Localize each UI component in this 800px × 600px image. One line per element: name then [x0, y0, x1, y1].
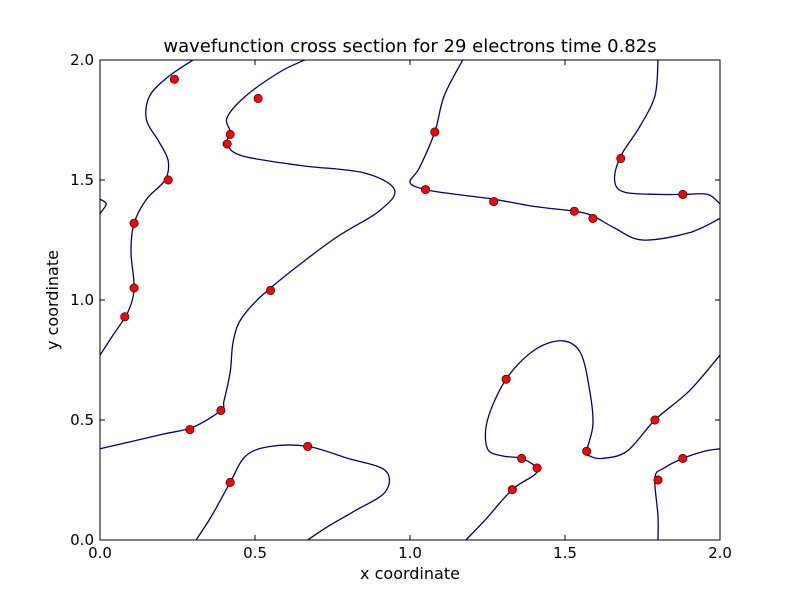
electron-marker-18: [588, 213, 598, 223]
electron-marker-12: [225, 477, 235, 487]
x-tick-label: 2.0: [708, 544, 732, 562]
electron-marker-26: [650, 415, 660, 425]
electron-marker-9: [265, 285, 275, 295]
electron-marker-27: [678, 453, 688, 463]
electron-marker-22: [517, 453, 527, 463]
electron-marker-8: [120, 312, 130, 322]
electron-marker-23: [532, 463, 542, 473]
contour-line-6: [195, 444, 391, 540]
x-tick-label: 0.5: [243, 544, 267, 562]
electron-marker-28: [653, 475, 663, 485]
electron-marker-25: [582, 446, 592, 456]
electron-marker-11: [185, 425, 195, 435]
electron-marker-2: [253, 93, 263, 103]
electron-marker-7: [129, 283, 139, 293]
x-axis-label: x coordinate: [360, 564, 460, 583]
y-axis-ticks: 0.0 0.5 1.0 1.5 2.0: [70, 51, 720, 549]
electron-marker-1: [169, 74, 179, 84]
contour-line-3: [100, 60, 396, 450]
y-tick-label: 2.0: [70, 51, 94, 69]
electron-marker-10: [216, 405, 226, 415]
contour-line-8: [654, 448, 720, 540]
x-tick-label: 1.5: [553, 544, 577, 562]
y-tick-label: 1.0: [70, 291, 94, 309]
y-tick-label: 1.5: [70, 171, 94, 189]
electron-marker-16: [489, 197, 499, 207]
axes-frame: [99, 59, 721, 541]
y-tick-label: 0.0: [70, 531, 94, 549]
electron-marker-3: [225, 129, 235, 139]
contour-line-5: [613, 60, 720, 205]
electron-marker-21: [501, 374, 511, 384]
electron-marker-15: [420, 185, 430, 195]
electron-markers: [120, 74, 688, 495]
contour-line-2: [100, 60, 194, 356]
electron-marker-24: [507, 485, 517, 495]
electron-marker-20: [678, 189, 688, 199]
electron-marker-6: [129, 218, 139, 228]
electron-marker-13: [303, 441, 313, 451]
contour-line-4: [409, 60, 720, 241]
electron-marker-4: [222, 139, 232, 149]
plot-area: 0.0 0.5 1.0 1.5 2.0 0.0 0.5 1.0 1.5 2.0: [70, 51, 732, 562]
electron-marker-17: [569, 206, 579, 216]
x-axis-ticks: 0.0 0.5 1.0 1.5 2.0: [88, 60, 732, 562]
contour-line-1: [100, 198, 107, 214]
contour-lines: [100, 60, 720, 540]
contour-line-7: [465, 340, 720, 540]
electron-marker-19: [616, 153, 626, 163]
y-axis-label: y coordinate: [43, 250, 62, 350]
x-tick-label: 0.0: [88, 544, 112, 562]
electron-marker-5: [163, 175, 173, 185]
electron-marker-14: [430, 127, 440, 137]
chart-title: wavefunction cross section for 29 electr…: [163, 36, 656, 57]
y-tick-label: 0.5: [70, 411, 94, 429]
x-tick-label: 1.0: [398, 544, 422, 562]
